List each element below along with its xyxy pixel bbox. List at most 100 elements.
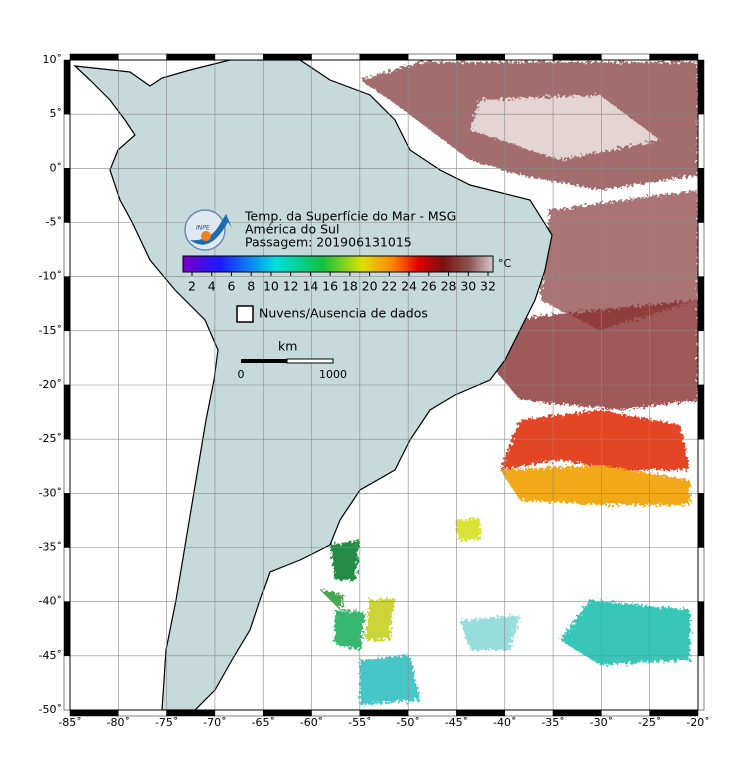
frame-segment	[214, 53, 264, 61]
y-tick-label: -45˚	[39, 649, 62, 662]
frame-segment	[504, 53, 554, 61]
colorbar-tick-label: 24	[401, 279, 417, 294]
frame-segment	[359, 53, 409, 61]
frame-segment	[63, 384, 71, 440]
x-tick-label: -55˚	[348, 716, 371, 729]
frame	[63, 53, 705, 717]
x-tick-label: -40˚	[493, 716, 516, 729]
colorbar-unit: °C	[498, 257, 512, 270]
scale-bar	[241, 359, 287, 363]
frame-segment	[697, 168, 705, 223]
colorbar-tick-label: 32	[480, 279, 496, 294]
y-tick-label: -15˚	[39, 324, 62, 337]
frame-segment	[697, 655, 705, 711]
frame-segment	[697, 276, 705, 332]
frame-segment	[697, 601, 705, 657]
frame-segment	[118, 53, 167, 61]
x-tick-label: -20˚	[686, 716, 709, 729]
frame-segment	[63, 222, 71, 277]
x-tick-label: -45˚	[445, 716, 468, 729]
x-tick-label: -85˚	[58, 716, 81, 729]
y-tick-label: 0˚	[50, 161, 63, 174]
colorbar-tick-label: 2	[188, 279, 196, 294]
frame-segment	[63, 276, 71, 332]
info-box: INPE Temp. da Superfície do Mar - MSG Am…	[182, 209, 512, 381]
colorbar	[182, 255, 494, 273]
y-tick-label: -30˚	[39, 486, 62, 499]
colorbar-tick-label: 6	[227, 279, 235, 294]
x-tick-label: -70˚	[203, 716, 226, 729]
x-tick-label: -30˚	[590, 716, 613, 729]
scale-unit: km	[278, 339, 297, 354]
title-line: América do Sul	[245, 222, 339, 237]
frame-border	[69, 59, 699, 711]
frame-segment	[697, 438, 705, 494]
legend-swatch	[236, 305, 254, 323]
frame-segment	[63, 113, 71, 169]
colorbar-tick-label: 18	[342, 279, 358, 294]
frame-segment	[649, 53, 699, 61]
logo-dot	[201, 231, 211, 241]
frame-segment	[407, 53, 457, 61]
frame-segment	[63, 655, 71, 711]
y-tick-label: -50˚	[39, 703, 62, 716]
title-line: Temp. da Superfície do Mar - MSG	[244, 209, 456, 224]
frame-segment	[552, 53, 602, 61]
frame-segment	[697, 330, 705, 386]
frame-segment	[69, 53, 119, 61]
frame-segment	[456, 53, 506, 61]
legend-label: Nuvens/Ausencia de dados	[259, 306, 428, 321]
colorbar-tick-label: 30	[460, 279, 476, 294]
frame-segment	[697, 547, 705, 602]
colorbar-tick-label: 26	[421, 279, 437, 294]
y-tick-label: -25˚	[39, 432, 62, 445]
colorbar-tick-label: 22	[381, 279, 397, 294]
y-tick-label: -5˚	[46, 216, 62, 229]
colorbar-ticks: 2 4 6 8 10 12 14 16 18 20 22 24 26 28 30 32	[188, 272, 496, 294]
frame-segment	[63, 493, 71, 548]
sst-patches	[320, 62, 698, 705]
y-tick-label: 5˚	[50, 107, 63, 120]
frame-segment	[63, 438, 71, 494]
y-tick-label: 10˚	[43, 53, 63, 66]
frame-segment	[63, 59, 71, 115]
frame-segment	[697, 384, 705, 440]
y-tick-label: -35˚	[39, 541, 62, 554]
colorbar-tick-label: 14	[302, 279, 318, 294]
colorbar-tick-label: 16	[322, 279, 338, 294]
logo-text: INPE	[196, 225, 210, 232]
logo	[184, 209, 226, 251]
x-tick-label: -50˚	[396, 716, 419, 729]
x-tick-label: -65˚	[251, 716, 274, 729]
logo-arrow	[190, 214, 232, 245]
x-tick-label: -60˚	[300, 716, 323, 729]
colorbar-tick-label: 8	[247, 279, 255, 294]
scale-bar	[286, 358, 334, 364]
frame-segment	[697, 59, 705, 115]
colorbar-tick-label: 12	[283, 279, 299, 294]
frame-segment	[697, 113, 705, 169]
frame-segment	[63, 601, 71, 657]
frame-segment	[262, 53, 312, 61]
x-tick-label: -25˚	[638, 716, 661, 729]
frame-segment	[63, 330, 71, 386]
x-tick-label: -75˚	[155, 716, 178, 729]
scale-label: 1000	[319, 368, 347, 381]
frame-segment	[697, 493, 705, 548]
colorbar-tick-label: 10	[263, 279, 279, 294]
colorbar-tick-label: 4	[208, 279, 216, 294]
y-tick-label: -20˚	[39, 378, 62, 391]
colorbar-tick-label: 20	[362, 279, 378, 294]
frame-segment	[63, 168, 71, 223]
frame-segment	[601, 53, 650, 61]
y-tick-label: -10˚	[39, 270, 62, 283]
colorbar-tick-label: 28	[441, 279, 457, 294]
frame-segment	[63, 547, 71, 602]
x-tick-label: -35˚	[541, 716, 564, 729]
title-line: Passagem: 201906131015	[245, 235, 412, 250]
frame-segment	[697, 222, 705, 277]
x-tick-label: -80˚	[107, 716, 130, 729]
frame-segment	[311, 53, 361, 61]
